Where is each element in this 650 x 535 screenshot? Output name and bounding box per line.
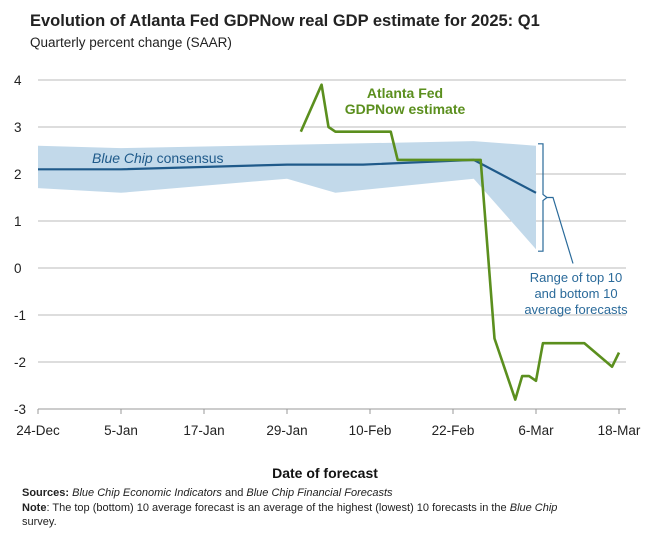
y-tick-label: 2	[14, 167, 22, 182]
range-leader-line	[547, 196, 574, 264]
x-tick-label: 10-Feb	[349, 423, 392, 438]
y-tick-label: 0	[14, 261, 22, 276]
range-annotation: and bottom 10	[534, 286, 617, 301]
gdpnow-annotation: GDPNow estimate	[345, 101, 466, 117]
x-tick-label: 6-Mar	[518, 423, 554, 438]
range-annotation: average forecasts	[524, 302, 628, 317]
y-tick-label: 4	[14, 73, 22, 88]
y-tick-label: 1	[14, 214, 22, 229]
y-tick-label: 3	[14, 120, 22, 135]
source-2: Blue Chip Financial Forecasts	[246, 487, 393, 499]
y-tick-label: -2	[14, 355, 26, 370]
sources-label: Sources:	[22, 487, 70, 499]
chart-subtitle: Quarterly percent change (SAAR)	[30, 35, 232, 50]
chart-title: Evolution of Atlanta Fed GDPNow real GDP…	[30, 12, 540, 30]
note-italic: Blue Chip	[509, 502, 558, 514]
gdpnow-annotation: Atlanta Fed	[367, 85, 443, 101]
sources-line: Sources: Blue Chip Economic Indicators a…	[22, 487, 393, 499]
note-line: Note: The top (bottom) 10 average foreca…	[22, 502, 557, 514]
y-tick-label: -1	[14, 308, 26, 323]
range-annotation: Range of top 10	[530, 270, 623, 285]
note-text: : The top (bottom) 10 average forecast i…	[46, 502, 510, 514]
gdpnow-line	[299, 83, 621, 401]
x-tick-label: 17-Jan	[183, 423, 224, 438]
x-tick-label: 29-Jan	[266, 423, 307, 438]
x-tick-label: 5-Jan	[104, 423, 138, 438]
plot-area: 4 3 2 1 0 -1 -2 -3 24-Dec 5-Jan 17-Jan 29-Jan 10-Feb…	[14, 73, 641, 438]
note-end: survey.	[22, 516, 57, 528]
sources-and: and	[221, 487, 247, 499]
blue-chip-consensus-line	[38, 158, 537, 194]
x-tick-label: 22-Feb	[432, 423, 475, 438]
y-tick-label: -3	[14, 402, 26, 417]
range-bracket	[538, 143, 548, 252]
source-1: Blue Chip Economic Indicators	[72, 487, 222, 499]
consensus-annotation: Blue Chip consensus	[92, 150, 224, 166]
x-tick-label: 18-Mar	[598, 423, 641, 438]
x-tick-label: 24-Dec	[16, 423, 60, 438]
note-label: Note	[22, 502, 47, 514]
x-axis-label: Date of forecast	[272, 465, 378, 481]
